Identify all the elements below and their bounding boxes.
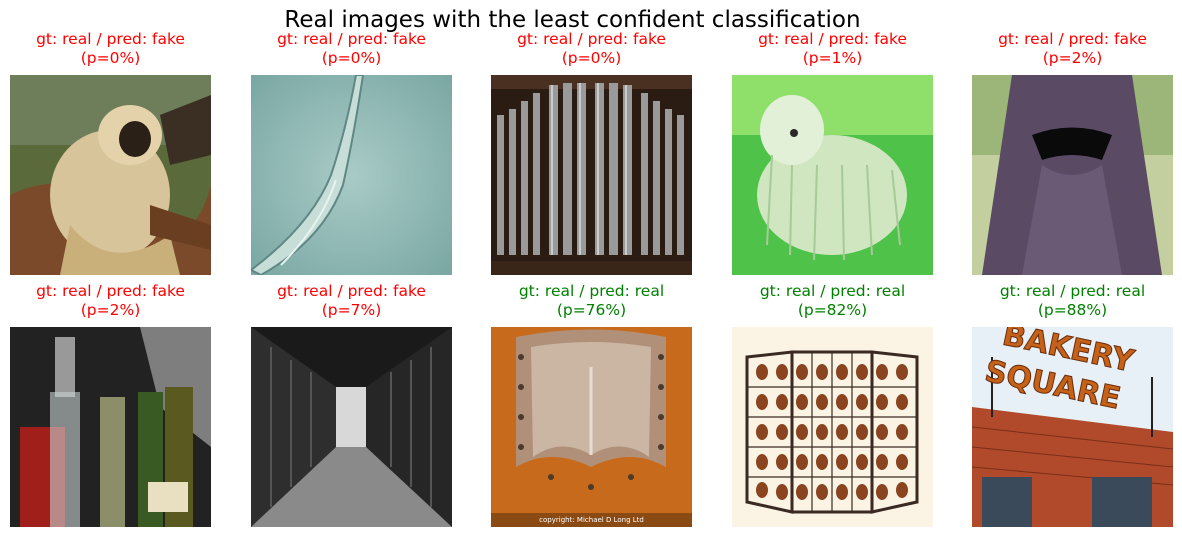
caption: gt: real / pred: real (p=88%) — [942, 282, 1182, 320]
caption-probability: (p=76%) — [556, 301, 627, 319]
gibbon-photo — [10, 75, 211, 275]
caption-line-1: gt: real / pred: fake — [36, 282, 185, 300]
caption-line-1: gt: real / pred: fake — [998, 30, 1147, 48]
armor-plate-photo: copyright: Michael D Long Ltd — [491, 327, 692, 527]
bakery-square-sign-photo: BAKERY SQUARE — [972, 327, 1173, 527]
caption-line-1: gt: real / pred: real — [759, 282, 906, 300]
caption-probability: (p=0%) — [561, 49, 622, 67]
caption-probability: (p=0%) — [321, 49, 382, 67]
caption-line-1: gt: real / pred: fake — [277, 282, 426, 300]
caption-probability: (p=1%) — [802, 49, 863, 67]
niqab-photo — [972, 75, 1173, 275]
caption: gt: real / pred: fake (p=0%) — [0, 30, 241, 68]
caption-line-1: gt: real / pred: real — [518, 282, 665, 300]
nematode-micrograph — [251, 75, 452, 275]
caption-line-1: gt: real / pred: fake — [277, 30, 426, 48]
caption-line-1: gt: real / pred: real — [999, 282, 1146, 300]
caption-probability: (p=2%) — [1042, 49, 1103, 67]
caption: gt: real / pred: fake (p=2%) — [0, 282, 241, 320]
caption-line-1: gt: real / pred: fake — [517, 30, 666, 48]
prison-corridor-photo — [251, 327, 452, 527]
caption-probability: (p=82%) — [797, 301, 868, 319]
caption-probability: (p=0%) — [80, 49, 141, 67]
figure-title: Real images with the least confident cla… — [284, 7, 861, 33]
caption: gt: real / pred: real (p=76%) — [461, 282, 722, 320]
caption: gt: real / pred: fake (p=0%) — [221, 30, 482, 68]
caption-probability: (p=88%) — [1037, 301, 1108, 319]
komondor-dog-photo — [732, 75, 933, 275]
caption: gt: real / pred: fake (p=7%) — [221, 282, 482, 320]
caption: gt: real / pred: fake (p=2%) — [942, 30, 1182, 68]
fire-screen-photo — [732, 327, 933, 527]
caption: gt: real / pred: fake (p=0%) — [461, 30, 722, 68]
caption-line-1: gt: real / pred: fake — [758, 30, 907, 48]
caption-probability: (p=7%) — [321, 301, 382, 319]
copyright-watermark: copyright: Michael D Long Ltd — [539, 516, 644, 524]
caption: gt: real / pred: real (p=82%) — [702, 282, 963, 320]
bottles-photo — [10, 327, 211, 527]
caption-line-1: gt: real / pred: fake — [36, 30, 185, 48]
caption-probability: (p=2%) — [80, 301, 141, 319]
organ-pipes-photo — [491, 75, 692, 275]
caption: gt: real / pred: fake (p=1%) — [702, 30, 963, 68]
